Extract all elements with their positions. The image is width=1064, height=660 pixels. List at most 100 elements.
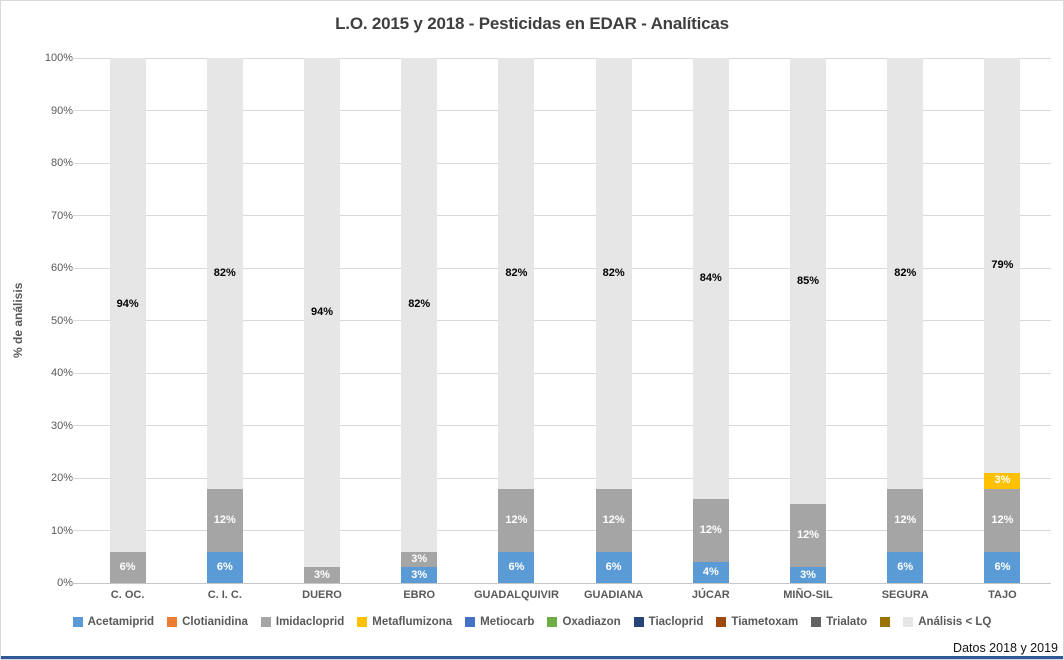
legend-label: Imidacloprid	[275, 616, 345, 628]
bottom-blue-strip	[1, 656, 1063, 659]
bar-slot: 6% 94%	[79, 58, 176, 583]
x-category-label: GUADALQUIVIR	[473, 589, 559, 601]
grid-line	[72, 320, 1051, 321]
bar-segment: 6%	[984, 551, 1021, 583]
bar-segment: 12%	[887, 488, 924, 552]
stacked-bar-guadiana: 6% 12% 82%	[595, 58, 632, 583]
bar-segment: 79%	[984, 58, 1021, 473]
bars-container: 6% 94% 6% 12% 82% 3% 94% 3% 3% 82% 6% 12% 82% 6% 12% 82…	[79, 58, 1051, 583]
stacked-bar-guadalquivir: 6% 12% 82%	[498, 58, 535, 583]
bar-segment-label: 6%	[897, 560, 914, 573]
bar-segment: 3%	[304, 567, 340, 583]
bar-segment: 82%	[401, 58, 438, 552]
legend-swatch-icon	[880, 617, 891, 627]
y-tick-label: 50%	[50, 314, 73, 327]
grid-line	[72, 372, 1051, 374]
stacked-bar-c-oc-: 6% 94%	[109, 58, 146, 583]
x-category-label: SEGURA	[881, 589, 929, 601]
legend-label: Metiocarb	[480, 616, 535, 628]
bar-segment-label: 3%	[411, 552, 428, 565]
bar-segment-label: 12%	[213, 513, 236, 526]
legend-item: Análisis < LQ	[903, 616, 991, 628]
stacked-bar-mi-o-sil: 3% 12% 85%	[790, 58, 827, 583]
legend-swatch-icon	[633, 617, 644, 627]
y-tick-label: 90%	[50, 104, 73, 117]
legend-label: Oxadiazon	[562, 616, 621, 628]
legend-item	[880, 617, 891, 627]
bar-segment-label: 3%	[800, 568, 816, 581]
plot-area: 6% 94% 6% 12% 82% 3% 94% 3% 3% 82% 6% 12% 82% 6% 12% 82…	[72, 57, 1051, 584]
y-tick-label: 40%	[50, 367, 73, 379]
grid-line	[72, 267, 1051, 269]
bar-segment-label: 12%	[602, 513, 625, 526]
bar-segment: 3%	[401, 551, 438, 568]
bar-segment-label: 79%	[991, 258, 1014, 271]
bar-slot: 6% 12% 3% 79%	[954, 58, 1051, 583]
bar-segment-label: 12%	[505, 513, 528, 526]
legend-item: Trialato	[811, 616, 867, 628]
bar-segment: 12%	[498, 488, 535, 552]
bar-segment: 84%	[692, 58, 729, 499]
bar-segment-label: 6%	[216, 560, 233, 573]
bar-slot: 4% 12% 84%	[662, 58, 759, 583]
legend-swatch-icon	[465, 617, 476, 627]
bar-segment: 82%	[498, 58, 535, 489]
bar-segment: 12%	[206, 488, 243, 552]
grid-line	[72, 110, 1051, 111]
legend-item: Tiacloprid	[633, 616, 703, 628]
bar-segment: 82%	[206, 58, 243, 489]
footer-note: Datos 2018 y 2019	[953, 641, 1058, 655]
bar-segment: 85%	[790, 58, 827, 505]
bar-segment-label: 12%	[699, 524, 722, 536]
legend-swatch-icon	[72, 617, 83, 627]
legend-item: Imidacloprid	[260, 616, 345, 628]
bar-segment-label: 3%	[994, 474, 1011, 487]
bar-segment-label: 94%	[310, 306, 334, 319]
bar-slot: 6% 12% 82%	[468, 58, 565, 583]
y-tick-label: 60%	[50, 262, 73, 274]
legend-item: Oxadiazon	[547, 616, 621, 628]
grid-line	[72, 57, 1051, 59]
legend-swatch-icon	[547, 617, 558, 627]
grid-line	[72, 215, 1051, 216]
bar-segment-label: 6%	[508, 560, 525, 573]
grid-line	[72, 530, 1051, 531]
legend-item: Acetamiprid	[72, 616, 155, 628]
x-category-label: MIÑO-SIL	[783, 589, 833, 601]
grid-line	[72, 477, 1051, 479]
y-axis-title: % de análisis	[11, 282, 25, 359]
x-category-label: C. OC.	[110, 589, 145, 601]
bar-segment: 12%	[692, 499, 729, 562]
y-tick-label: 20%	[50, 472, 73, 484]
y-tick-label: 70%	[50, 209, 73, 222]
x-category-label: JÚCAR	[691, 589, 730, 601]
legend-label: Acetamiprid	[87, 616, 155, 628]
bar-segment: 6%	[498, 551, 535, 583]
legend-swatch-icon	[903, 617, 914, 627]
y-tick-label: 10%	[50, 524, 73, 537]
legend-swatch-icon	[357, 617, 368, 627]
x-category-label: GUADIANA	[583, 589, 644, 601]
y-tick-label: 80%	[50, 157, 73, 169]
grid-line	[72, 425, 1051, 426]
bar-segment-label: 6%	[605, 560, 622, 573]
legend-item: Metaflumizona	[357, 616, 452, 628]
bar-segment: 4%	[692, 562, 729, 583]
legend-item: Tiametoxam	[716, 616, 798, 628]
legend-label: Tiametoxam	[731, 616, 799, 628]
bar-segment: 3%	[401, 567, 438, 583]
y-axis-tick-labels: 0% 10% 20% 30% 40% 50% 60% 70% 80% 90% 100%	[29, 52, 73, 589]
bar-segment-label: 82%	[894, 266, 917, 279]
x-category-label: EBRO	[403, 589, 436, 601]
x-category-label: C. I. C.	[207, 589, 242, 601]
bar-slot: 3% 94%	[273, 58, 370, 583]
bar-segment: 6%	[595, 551, 632, 583]
bar-segment-label: 6%	[119, 560, 136, 573]
grid-line	[72, 582, 1051, 584]
bar-slot: 3% 3% 82%	[371, 58, 468, 583]
bar-segment-label: 94%	[116, 298, 139, 311]
bar-slot: 6% 12% 82%	[565, 58, 662, 583]
bar-segment: 12%	[790, 504, 827, 568]
bar-segment-label: 6%	[994, 560, 1011, 573]
